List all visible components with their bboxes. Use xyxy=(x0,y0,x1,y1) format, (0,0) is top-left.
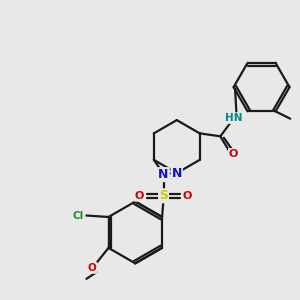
Text: HN: HN xyxy=(225,113,242,123)
Text: O: O xyxy=(229,149,238,159)
Text: O: O xyxy=(135,191,144,201)
Text: S: S xyxy=(159,189,168,202)
Text: O: O xyxy=(183,191,192,201)
Text: Cl: Cl xyxy=(73,211,84,220)
Text: N: N xyxy=(172,167,182,180)
Text: N: N xyxy=(158,168,169,181)
Text: O: O xyxy=(88,263,97,273)
